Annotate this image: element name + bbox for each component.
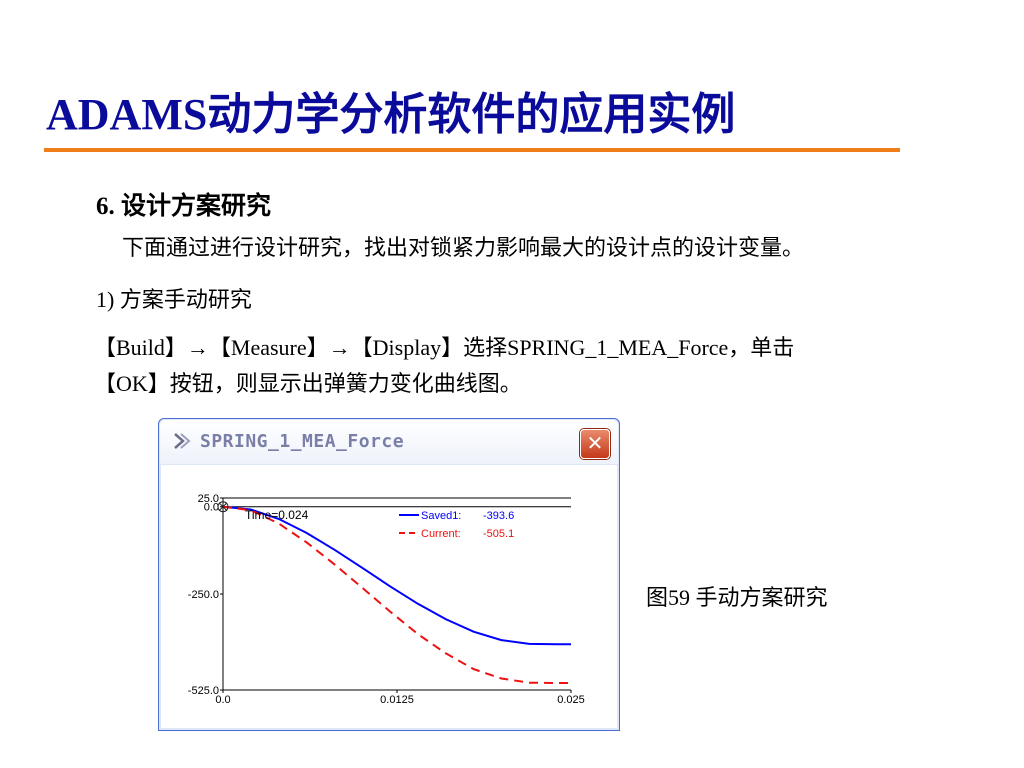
window-titlebar[interactable]: SPRING_1_MEA_Force ✕ [160,420,618,464]
measure-icon [174,433,191,449]
plot-area: 25.0 0.0 -250.0 -525.0 0.0 0.0125 0.025 Time=0.… [161,465,617,728]
y-tick-label: -250.0 [188,589,219,601]
y-tick-label: 25.0 [198,493,219,505]
x-tick-label: 0.0125 [380,694,414,706]
legend-readout-1: -393.6 [483,510,514,522]
y-tick-label: -525.0 [188,685,219,697]
legend-label-2: Current: [421,528,461,540]
series-line-1 [222,505,571,646]
section-heading: 6. 设计方案研究 [96,193,272,220]
intro-text: 下面通过进行设计研究，找出对锁紧力影响最大的设计点的设计变量。 [122,235,805,260]
figure-caption: 图59 手动方案研究 [646,585,828,610]
x-tick-label: 0.0 [215,694,230,706]
close-icon: ✕ [586,431,604,455]
instruction-line-1: 【Build】→【Measure】→【Display】选择SPRING_1_ME… [94,335,795,360]
cursor-readout: Time=0.024 [245,508,309,522]
window-title: SPRING_1_MEA_Force [200,431,405,452]
legend-label-1: Saved1: [421,510,461,522]
y-tick-label: 0.0 [204,502,219,514]
force-chart: 25.00.0-250.0-525.00.0 0.0125 0.025Time=0.… [188,493,585,706]
slide-title: ADAMS动力学分析软件的应用实例 [46,90,736,139]
title-underline [44,148,900,152]
legend-readout-2: -505.1 [483,528,514,540]
close-button[interactable]: ✕ [580,429,610,459]
origin-marker [217,501,229,513]
x-tick-label: 0.025 [557,694,585,706]
plot-window: SPRING_1_MEA_Force ✕ 25.0 0.0 -250.0 -525.0… [158,418,620,731]
origin-marker-cross [218,502,228,512]
instruction-line-2: 【OK】按钮，则显示出弹簧力变化曲线图。 [94,371,522,396]
step-heading: 1) 方案手动研究 [96,287,252,312]
series-line-2 [222,505,571,684]
